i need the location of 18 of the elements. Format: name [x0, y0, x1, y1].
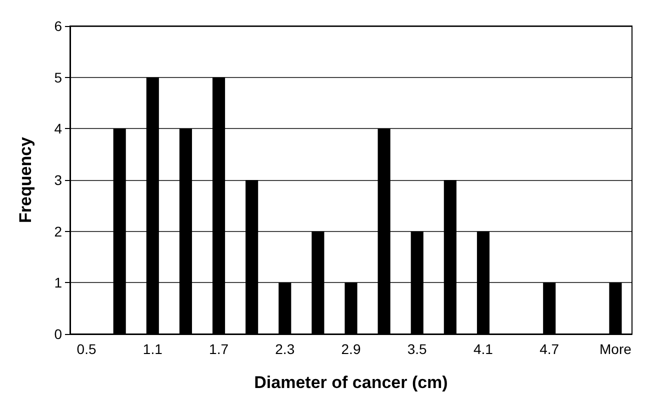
y-tick-label: 1	[54, 274, 62, 291]
x-tick-label: 2.3	[275, 341, 295, 357]
x-tick-label: More	[600, 341, 632, 357]
y-tick-label: 3	[54, 172, 62, 188]
y-tick-label: 0	[54, 326, 62, 342]
x-tick-label: 1.7	[209, 341, 229, 357]
x-tick-label: 3.5	[407, 341, 428, 357]
x-tick-label: 2.9	[341, 341, 361, 357]
y-tick-label: 2	[54, 223, 62, 240]
y-tick-label: 6	[54, 18, 62, 34]
y-axis-title: Frequency	[16, 136, 35, 223]
x-axis-title: Diameter of cancer (cm)	[254, 373, 448, 392]
x-tick-label: 0.5	[76, 341, 96, 357]
y-tick-label: 5	[54, 69, 62, 86]
x-tick-label: 4.1	[474, 341, 494, 357]
y-tick-label: 4	[54, 120, 62, 137]
x-tick-label: 1.1	[142, 341, 163, 357]
x-tick-label: 4.7	[540, 341, 560, 357]
